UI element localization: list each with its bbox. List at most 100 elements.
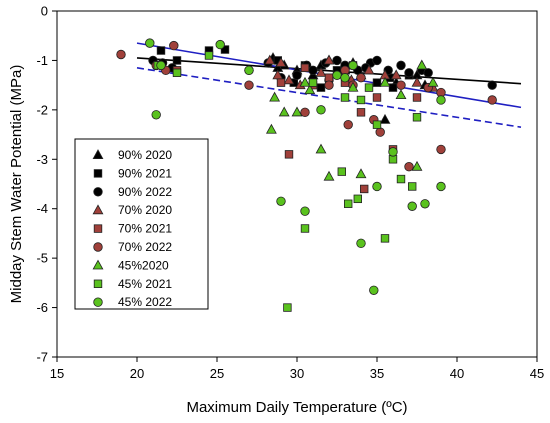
data-point — [404, 161, 414, 172]
data-point — [372, 181, 382, 192]
data-point — [395, 89, 407, 100]
legend-label: 90% 2021 — [118, 166, 172, 180]
data-point — [324, 80, 334, 90]
series-6 — [265, 59, 439, 181]
data-point — [396, 60, 406, 71]
legend-marker — [92, 259, 104, 270]
data-point — [156, 60, 166, 71]
data-point — [316, 105, 326, 115]
data-point — [411, 160, 423, 171]
data-point — [390, 69, 402, 80]
y-tick-label: -2 — [36, 102, 48, 117]
legend-label: 45%2020 — [118, 258, 169, 272]
data-point — [375, 127, 385, 137]
legend-label: 45% 2021 — [118, 277, 172, 291]
data-point — [379, 113, 391, 124]
legend-label: 90% 2022 — [118, 185, 172, 199]
data-point — [332, 55, 342, 66]
data-point — [276, 78, 286, 87]
data-point — [404, 68, 414, 78]
y-axis: 0 -1 -2 -3 -4 -5 -6 -7 — [36, 4, 57, 365]
y-tick-label: -1 — [36, 53, 48, 68]
legend-marker — [93, 279, 103, 288]
y-axis-title: Midday Stem Water Potential (MPa) — [8, 65, 25, 304]
data-point — [264, 54, 276, 65]
data-point — [388, 155, 398, 164]
data-point — [278, 106, 290, 117]
data-point — [291, 106, 303, 117]
data-point — [363, 64, 375, 75]
data-point — [332, 70, 342, 80]
data-point — [284, 150, 294, 159]
data-point — [427, 76, 439, 87]
data-point — [300, 63, 310, 73]
x-tick-label: 40 — [450, 366, 464, 381]
data-point — [244, 80, 254, 90]
data-point — [353, 194, 362, 204]
legend-label: 90% 2020 — [118, 148, 172, 162]
data-point — [359, 184, 369, 194]
data-point — [151, 110, 161, 120]
data-point — [416, 59, 428, 70]
data-point — [412, 93, 422, 102]
legend-marker — [92, 204, 104, 215]
data-point — [169, 40, 179, 51]
data-point — [412, 113, 422, 122]
legend-marker — [93, 242, 103, 252]
data-point — [283, 74, 295, 85]
data-point — [420, 199, 430, 209]
data-point — [356, 95, 366, 105]
data-point — [355, 168, 367, 179]
x-tick-label: 45 — [530, 366, 544, 381]
data-point — [372, 93, 382, 102]
regression-line — [136, 67, 522, 128]
data-point — [276, 196, 286, 207]
data-point — [347, 81, 359, 92]
data-point — [172, 68, 182, 77]
data-point — [372, 120, 382, 129]
data-point — [244, 65, 254, 76]
y-tick-label: 0 — [41, 4, 48, 19]
data-point — [364, 83, 374, 92]
data-point — [379, 76, 391, 87]
data-point — [308, 78, 318, 87]
y-tick-label: -5 — [36, 251, 48, 266]
data-point — [407, 182, 417, 191]
data-point — [348, 60, 358, 71]
legend-label: 70% 2022 — [118, 240, 172, 254]
data-point — [411, 76, 423, 87]
legend-label: 70% 2021 — [118, 222, 172, 236]
legend-marker — [93, 297, 103, 307]
data-point — [423, 68, 433, 78]
data-point — [265, 123, 277, 134]
legend-label: 45% 2022 — [118, 295, 172, 309]
data-point — [323, 170, 335, 181]
data-point — [300, 224, 310, 233]
data-point — [308, 65, 318, 76]
data-point — [487, 80, 497, 90]
series-5 — [116, 40, 497, 172]
data-point — [487, 95, 497, 105]
x-axis: 15 20 25 30 35 40 45 — [50, 357, 544, 381]
data-point — [283, 303, 292, 312]
data-point — [396, 80, 406, 90]
data-point — [396, 174, 406, 184]
data-point — [156, 46, 166, 55]
data-point — [436, 95, 446, 105]
x-tick-label: 30 — [290, 366, 304, 381]
data-point — [145, 38, 155, 48]
data-point — [343, 119, 353, 130]
data-point — [300, 206, 310, 216]
data-point — [269, 91, 281, 102]
data-point — [356, 73, 366, 83]
x-tick-label: 25 — [210, 366, 224, 381]
legend-marker — [93, 187, 103, 197]
regression-line — [136, 57, 522, 85]
y-tick-label: -6 — [36, 300, 48, 315]
data-point — [304, 84, 316, 95]
legend-marker — [93, 224, 103, 233]
x-tick-label: 20 — [130, 366, 144, 381]
data-point — [369, 285, 379, 295]
data-point — [316, 83, 326, 92]
data-point — [436, 144, 446, 155]
